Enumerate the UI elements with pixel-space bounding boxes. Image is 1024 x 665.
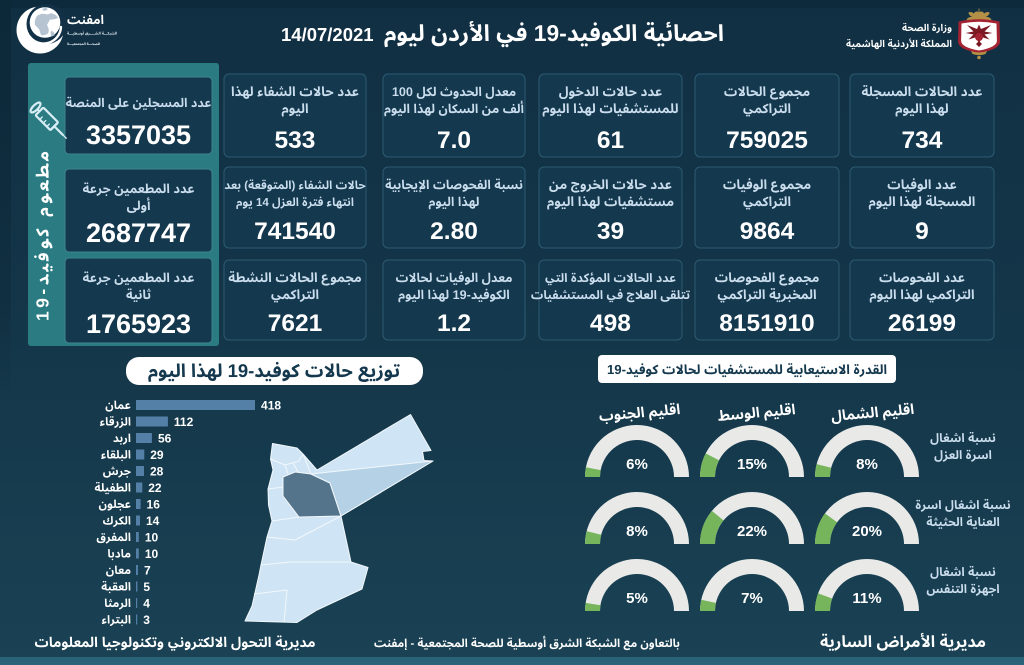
svg-text:9864: 9864 bbox=[740, 218, 795, 245]
svg-text:7.0: 7.0 bbox=[437, 127, 471, 154]
svg-text:418: 418 bbox=[261, 398, 281, 412]
svg-text:2687747: 2687747 bbox=[86, 218, 191, 248]
svg-text:10: 10 bbox=[145, 530, 159, 544]
svg-text:2.80: 2.80 bbox=[430, 218, 478, 245]
svg-text:7%: 7% bbox=[741, 590, 763, 607]
svg-text:15%: 15% bbox=[737, 456, 767, 473]
svg-text:498: 498 bbox=[590, 310, 631, 337]
svg-text:8%: 8% bbox=[856, 456, 878, 473]
svg-text:22: 22 bbox=[148, 481, 162, 495]
svg-text:11%: 11% bbox=[852, 590, 881, 607]
svg-text:29: 29 bbox=[150, 448, 164, 462]
svg-text:14/07/2021: 14/07/2021 bbox=[281, 24, 374, 45]
svg-text:5%: 5% bbox=[626, 590, 648, 607]
svg-text:20%: 20% bbox=[852, 523, 882, 540]
svg-text:14: 14 bbox=[146, 514, 160, 528]
svg-text:26199: 26199 bbox=[888, 310, 956, 337]
svg-text:533: 533 bbox=[275, 127, 316, 154]
svg-text:741540: 741540 bbox=[254, 218, 336, 245]
svg-text:5: 5 bbox=[143, 580, 150, 594]
svg-text:734: 734 bbox=[902, 127, 943, 154]
svg-text:4: 4 bbox=[143, 596, 150, 610]
svg-text:28: 28 bbox=[150, 464, 164, 478]
svg-text:56: 56 bbox=[158, 431, 172, 445]
svg-text:39: 39 bbox=[597, 218, 624, 245]
svg-text:16: 16 bbox=[147, 497, 161, 511]
svg-text:1.2: 1.2 bbox=[437, 310, 471, 337]
svg-text:8151910: 8151910 bbox=[719, 310, 814, 337]
svg-text:7: 7 bbox=[144, 563, 151, 577]
svg-text:10: 10 bbox=[145, 547, 159, 561]
svg-text:112: 112 bbox=[174, 415, 194, 429]
svg-text:61: 61 bbox=[597, 127, 624, 154]
svg-text:3357035: 3357035 bbox=[86, 120, 191, 150]
svg-text:1765923: 1765923 bbox=[86, 309, 191, 339]
svg-text:22%: 22% bbox=[737, 523, 767, 540]
svg-text:3: 3 bbox=[143, 613, 150, 627]
svg-text:759025: 759025 bbox=[726, 127, 808, 154]
svg-text:7621: 7621 bbox=[268, 310, 323, 337]
svg-text:9: 9 bbox=[915, 218, 929, 245]
svg-text:8%: 8% bbox=[626, 523, 648, 540]
svg-text:6%: 6% bbox=[626, 456, 648, 473]
